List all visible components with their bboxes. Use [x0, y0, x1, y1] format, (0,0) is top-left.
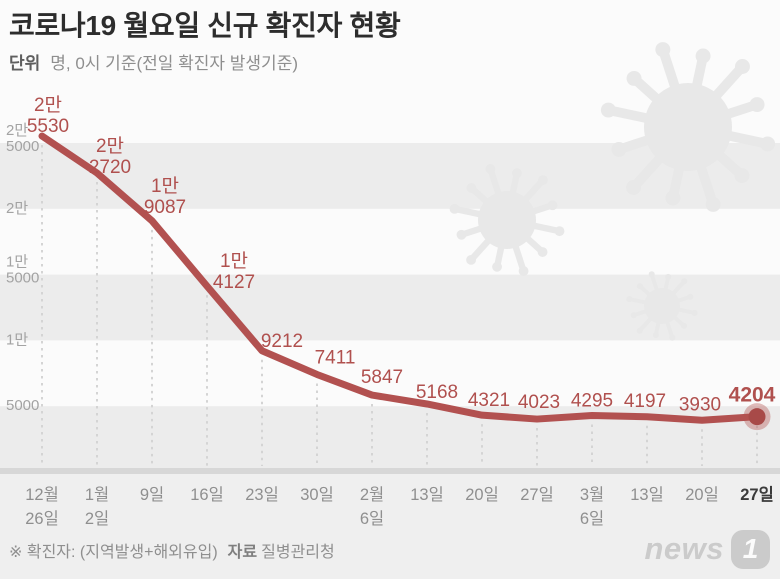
point-label: 9087	[144, 197, 186, 218]
chart-subtitle: 단위 명, 0시 기준(전일 확진자 발생기준)	[9, 49, 400, 74]
y-tick-label: 2만	[6, 122, 28, 139]
x-tick-label: 12월	[25, 485, 59, 504]
point-label: 2720	[89, 157, 131, 178]
virus-watermark-icon	[600, 42, 776, 212]
point-label: 2만	[34, 94, 62, 116]
point-label: 9212	[261, 331, 303, 352]
point-label: 2만	[96, 135, 124, 157]
point-label: 1만	[220, 250, 248, 272]
y-tick-label: 1만	[6, 331, 28, 348]
x-tick-label: 23일	[245, 485, 279, 504]
point-label: 5168	[416, 382, 458, 403]
source-value: 질병관리청	[261, 544, 335, 561]
x-tick-label: 26일	[25, 509, 59, 528]
point-label: 7411	[315, 347, 356, 368]
point-label: 5530	[27, 116, 69, 137]
y-tick-label: 1만	[6, 254, 28, 271]
chart-header: 코로나19 월요일 신규 확진자 현황 단위 명, 0시 기준(전일 확진자 발생…	[9, 8, 401, 74]
axis-label-zone	[0, 474, 780, 579]
point-label: 4023	[518, 392, 560, 413]
page-title: 코로나19 월요일 신규 확진자 현황	[9, 10, 401, 41]
x-tick-label: 16일	[190, 485, 224, 504]
x-tick-label: 2일	[85, 509, 109, 528]
x-tick-label: 6일	[360, 509, 384, 528]
x-tick-label: 9일	[140, 485, 164, 504]
source-label: 자료	[227, 544, 258, 561]
point-label: 1만	[151, 175, 179, 197]
source-note: ※ 확진자: (지역발생+해외유입) 자료 질병관리청	[9, 538, 335, 562]
x-tick-label: 13일	[630, 485, 664, 504]
logo-word: news	[644, 531, 724, 566]
point-label: 4197	[624, 391, 666, 412]
unit-label: 단위	[9, 54, 41, 73]
y-tick-label: 5000	[6, 138, 39, 155]
x-tick-label: 27일	[520, 485, 554, 504]
y-tick-label: 5000	[6, 397, 39, 414]
point-label: 4321	[468, 390, 510, 411]
y-tick-label: 5000	[6, 270, 39, 287]
x-axis-bar	[0, 468, 780, 474]
x-tick-label: 20일	[685, 485, 719, 504]
point-label: 4127	[213, 272, 255, 293]
x-tick-label: 30일	[300, 485, 334, 504]
point-label: 5847	[361, 367, 403, 388]
y-tick-label: 2만	[6, 200, 28, 217]
point-label: 4204	[729, 384, 776, 407]
x-tick-label: 27일	[740, 485, 774, 504]
x-tick-label: 13일	[410, 485, 444, 504]
x-tick-label: 20일	[465, 485, 499, 504]
x-tick-label: 2월	[360, 485, 384, 504]
x-tick-label: 6일	[580, 509, 604, 528]
point-label: 3930	[679, 394, 721, 415]
x-tick-label: 3월	[580, 485, 604, 504]
virus-watermark-icon	[449, 164, 565, 276]
x-tick-label: 1월	[85, 485, 109, 504]
logo-badge-icon: 1	[731, 529, 770, 569]
point-label: 4295	[571, 390, 613, 411]
unit-description: 명, 0시 기준(전일 확진자 발생기준)	[50, 54, 298, 73]
virus-watermark-icon	[626, 271, 698, 341]
end-point-marker	[748, 408, 766, 426]
note-text: ※ 확진자: (지역발생+해외유입)	[9, 544, 218, 561]
news1-logo: news 1	[644, 528, 770, 570]
trend-line	[38, 132, 761, 424]
